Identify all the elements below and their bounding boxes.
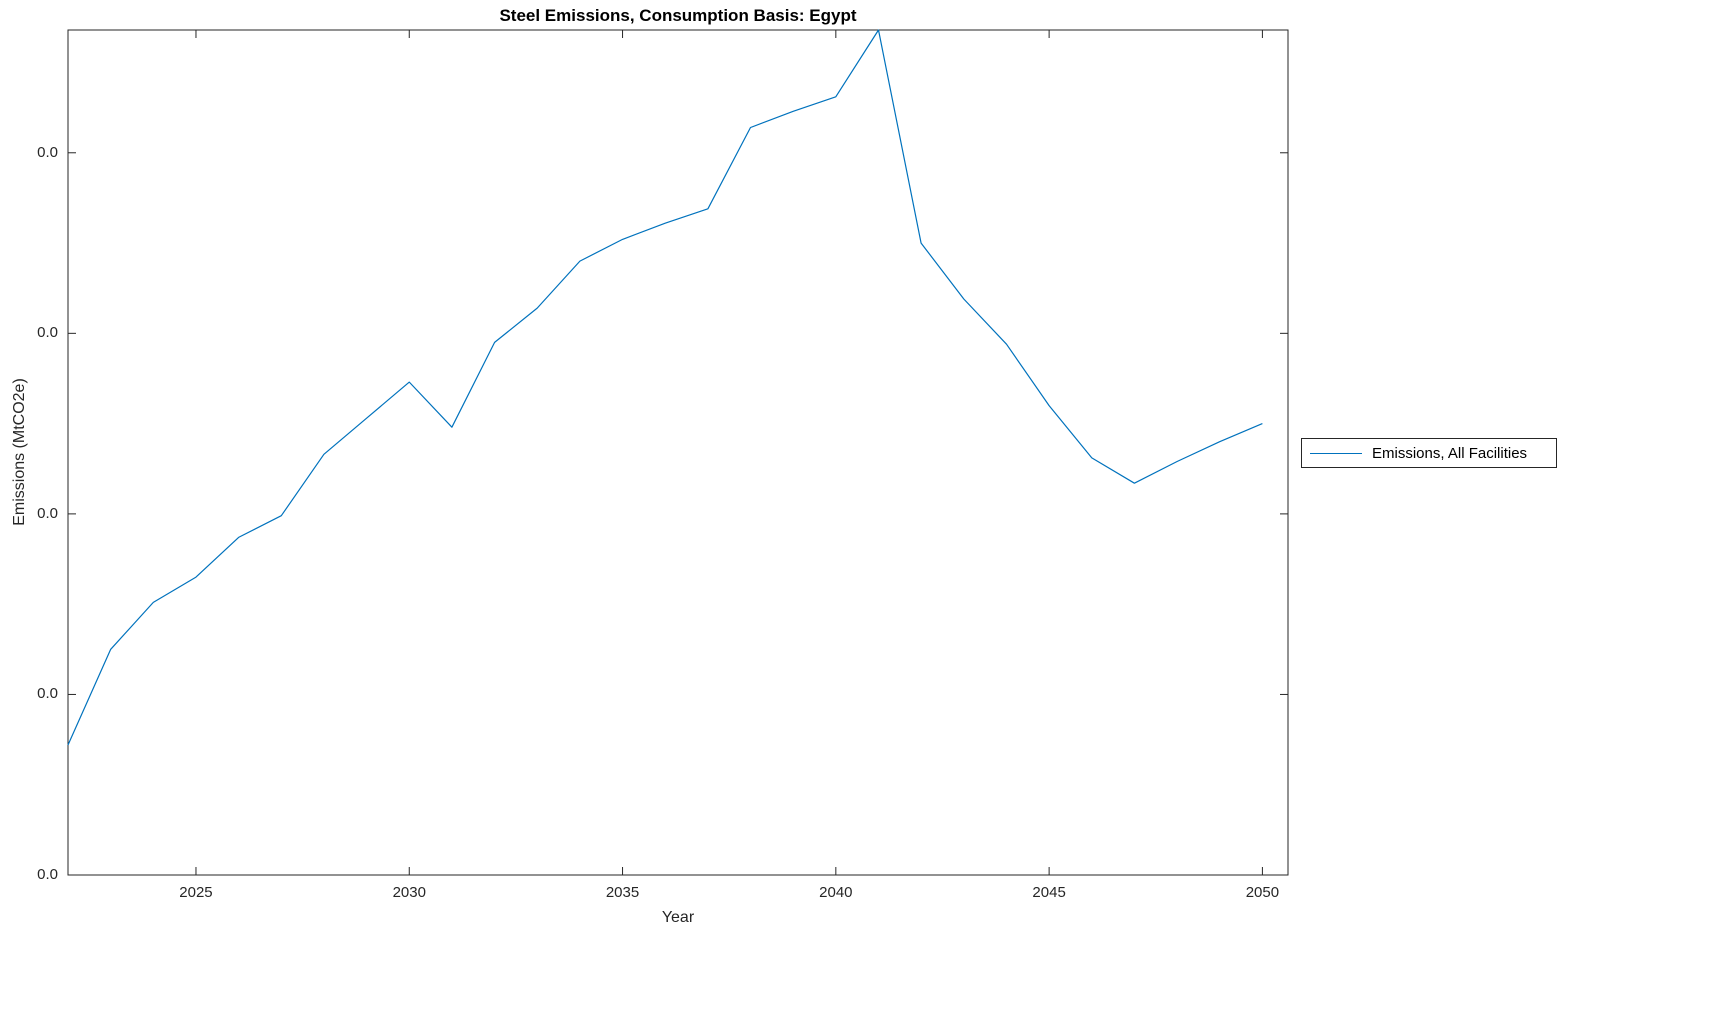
legend: Emissions, All Facilities bbox=[1301, 438, 1557, 468]
x-axis-label: Year bbox=[661, 909, 695, 926]
axes-box bbox=[67, 29, 1289, 876]
legend-line-sample bbox=[1310, 452, 1362, 454]
legend-entry-label: Emissions, All Facilities bbox=[1372, 444, 1528, 462]
y-tick-label: 0.0 bbox=[37, 866, 58, 883]
x-tick-label: 2040 bbox=[819, 884, 853, 901]
y-axis-label: Emissions (MtCO2e) bbox=[11, 378, 28, 526]
y-tick-label: 0.0 bbox=[37, 324, 58, 342]
y-tick-label: 0.0 bbox=[37, 143, 58, 161]
x-tick-label: 2035 bbox=[605, 884, 640, 901]
y-tick-label: 0.0 bbox=[37, 504, 58, 522]
x-tick-label: 2025 bbox=[179, 884, 213, 901]
x-tick-label: 2050 bbox=[1245, 884, 1280, 901]
emissions-line bbox=[67, 29, 1263, 746]
chart-title: Steel Emissions, Consumption Basis: Egyp… bbox=[499, 6, 857, 25]
x-tick-label: 2030 bbox=[392, 884, 426, 901]
y-tick-label: 0.0 bbox=[37, 685, 58, 703]
x-tick-label: 2045 bbox=[1032, 884, 1066, 901]
